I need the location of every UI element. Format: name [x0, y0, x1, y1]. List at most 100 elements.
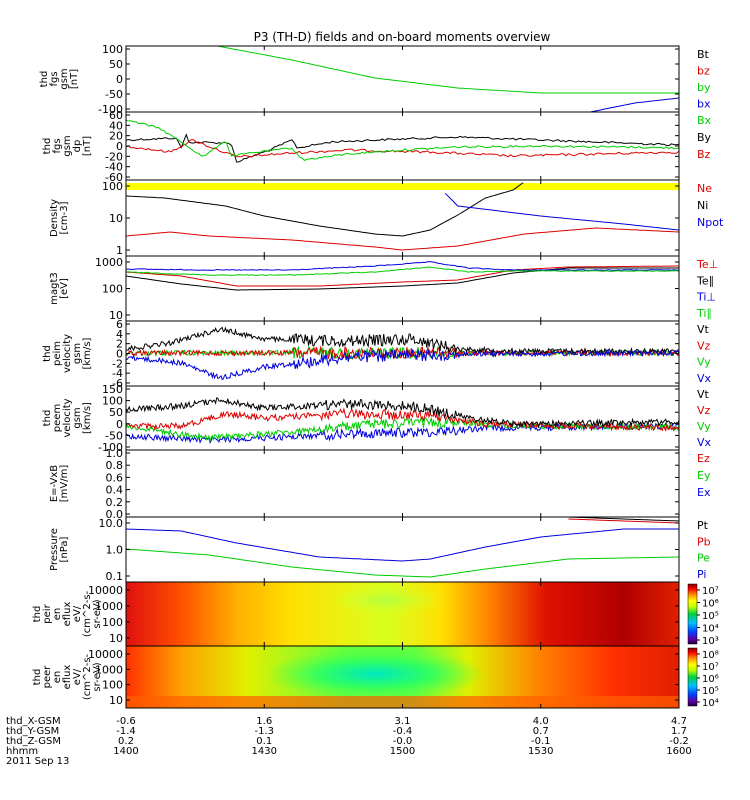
- legend-Bx: Bx: [697, 114, 712, 127]
- legend-Vx: Vx: [697, 372, 712, 385]
- ytick-label: -100: [98, 103, 123, 116]
- ytick-label: 10: [109, 632, 123, 645]
- ytick-label: 10.0: [99, 517, 124, 530]
- ytick-label: -4: [112, 367, 123, 380]
- series-Te-par: [126, 267, 679, 291]
- ytick-label: -60: [105, 171, 123, 184]
- ylabel-line: [mV/m]: [59, 465, 70, 503]
- colorbar-p10: [687, 647, 698, 707]
- series-Ti-perp: [126, 261, 679, 271]
- ytick-label: 10: [109, 212, 123, 225]
- xaxis-value: 4.0: [533, 716, 549, 727]
- series-Vx: [126, 348, 679, 381]
- xaxis-value: -0.2: [669, 736, 689, 747]
- legend-Ez: Ez: [697, 452, 710, 465]
- ytick-label: 0.6: [106, 471, 124, 484]
- ytick-label: 1: [116, 244, 123, 257]
- ylabel-line: eflux: [62, 602, 73, 627]
- series-Npot: [444, 192, 679, 231]
- ytick-label: -40: [105, 161, 123, 174]
- panel-content: [126, 46, 679, 708]
- ytick-label: 100: [102, 283, 123, 296]
- legends: Bt bz by bx Bx By Bz Ne Ni Npot Te⊥ Te∥ Ti⊥ Ti∥ Vt Vz Vy…: [696, 48, 724, 581]
- legend-Bz: Bz: [697, 148, 711, 161]
- ytick-label: 100: [102, 395, 123, 408]
- ylabel-line: gsm: [62, 135, 73, 156]
- legend-Vt: Vt: [697, 323, 710, 336]
- ylabel-line: velocity: [62, 334, 73, 373]
- panel-frame-p3: [125, 179, 680, 257]
- legend-Ey: Ey: [697, 469, 711, 482]
- xaxis-value: 1400: [113, 746, 138, 757]
- panel-frame-p1: [125, 45, 680, 113]
- colorbar-label: 10⁴: [702, 624, 719, 635]
- xaxis-row-label: thd_Z-GSM: [6, 736, 61, 747]
- series-Vt: [126, 326, 679, 355]
- legend-Vt: Vt: [697, 388, 710, 401]
- ylabel-line: eflux: [62, 665, 73, 690]
- ylabel-line: dp: [72, 140, 83, 153]
- legend-Vz: Vz: [697, 404, 711, 417]
- panel-frame-p7: [125, 449, 680, 518]
- ylabel-line: thd: [42, 345, 53, 362]
- xaxis-value: 4.7: [671, 716, 687, 727]
- ytick-label: -6: [112, 377, 123, 390]
- series-Ne: [126, 227, 679, 251]
- colorbar-label: 10⁶: [702, 599, 719, 610]
- series-Pt: [568, 516, 679, 522]
- xaxis-value: 1430: [252, 746, 277, 757]
- legend-Vx: Vx: [697, 436, 712, 449]
- ytick-label: 50: [109, 406, 123, 419]
- ytick-label: 1.0: [106, 544, 124, 557]
- ytick-label: 0.4: [106, 484, 124, 497]
- series-bx-late: [590, 97, 679, 113]
- legend-Ni: Ni: [697, 199, 708, 212]
- colorbar-label: 10⁵: [702, 686, 719, 697]
- ylabel-line: gsm: [72, 343, 83, 364]
- legend-Pi: Pi: [697, 568, 706, 581]
- ylabel-line: thd: [39, 71, 50, 88]
- ytick-label: 0: [116, 140, 123, 153]
- ytick-label: 100: [102, 679, 123, 692]
- legend-Ex: Ex: [697, 486, 711, 499]
- ytick-label: 10: [109, 694, 123, 707]
- ylabel-line: [cm-3]: [59, 201, 70, 234]
- series-Ni: [126, 182, 524, 237]
- flag-bar: [126, 183, 679, 190]
- xaxis-value: -1.4: [116, 726, 136, 737]
- ytick-label: 0.2: [106, 496, 124, 509]
- ylabel-line: [eV]: [59, 278, 70, 299]
- ytick-label: 50: [109, 58, 123, 71]
- ylabel-line: (cm^2-s-: [82, 590, 93, 637]
- legend-bx: bx: [697, 98, 711, 111]
- ylabel-line: thd: [32, 669, 43, 686]
- ytick-label: 10000: [88, 584, 123, 597]
- panel-frame-p8: [125, 516, 680, 583]
- panel-frame-p4: [125, 255, 680, 322]
- colorbar-label: 10⁶: [702, 674, 719, 685]
- colorbar-label: 10⁷: [702, 586, 719, 597]
- ylabel-line: [km/s]: [82, 402, 93, 434]
- legend-Ti⊥: Ti⊥: [696, 291, 716, 304]
- ylabel-line: Pressure: [49, 528, 60, 571]
- series-Bz-red: [126, 139, 679, 158]
- colorbar-label: 10³: [702, 636, 719, 647]
- ylabel-line: [nT]: [82, 136, 93, 156]
- ylabel-line: velocity: [62, 398, 73, 437]
- ylabel-line: sr-eV): [92, 662, 103, 691]
- ylabel-line: peir: [42, 603, 53, 623]
- legend-Ne: Ne: [697, 182, 712, 195]
- legend-by: by: [697, 81, 711, 94]
- ylabel-line: peem: [52, 404, 63, 432]
- xaxis-value: 0.1: [256, 736, 272, 747]
- series-Pe: [126, 548, 679, 578]
- series-Ti-par: [126, 266, 679, 276]
- xaxis-value: -0.4: [393, 726, 413, 737]
- ytick-label: 100: [102, 43, 123, 56]
- xaxis-value: 1.7: [671, 726, 687, 737]
- series-Vz-peem: [126, 407, 679, 432]
- ytick-label: 1000: [95, 600, 123, 613]
- ytick-label: 0.8: [106, 459, 124, 472]
